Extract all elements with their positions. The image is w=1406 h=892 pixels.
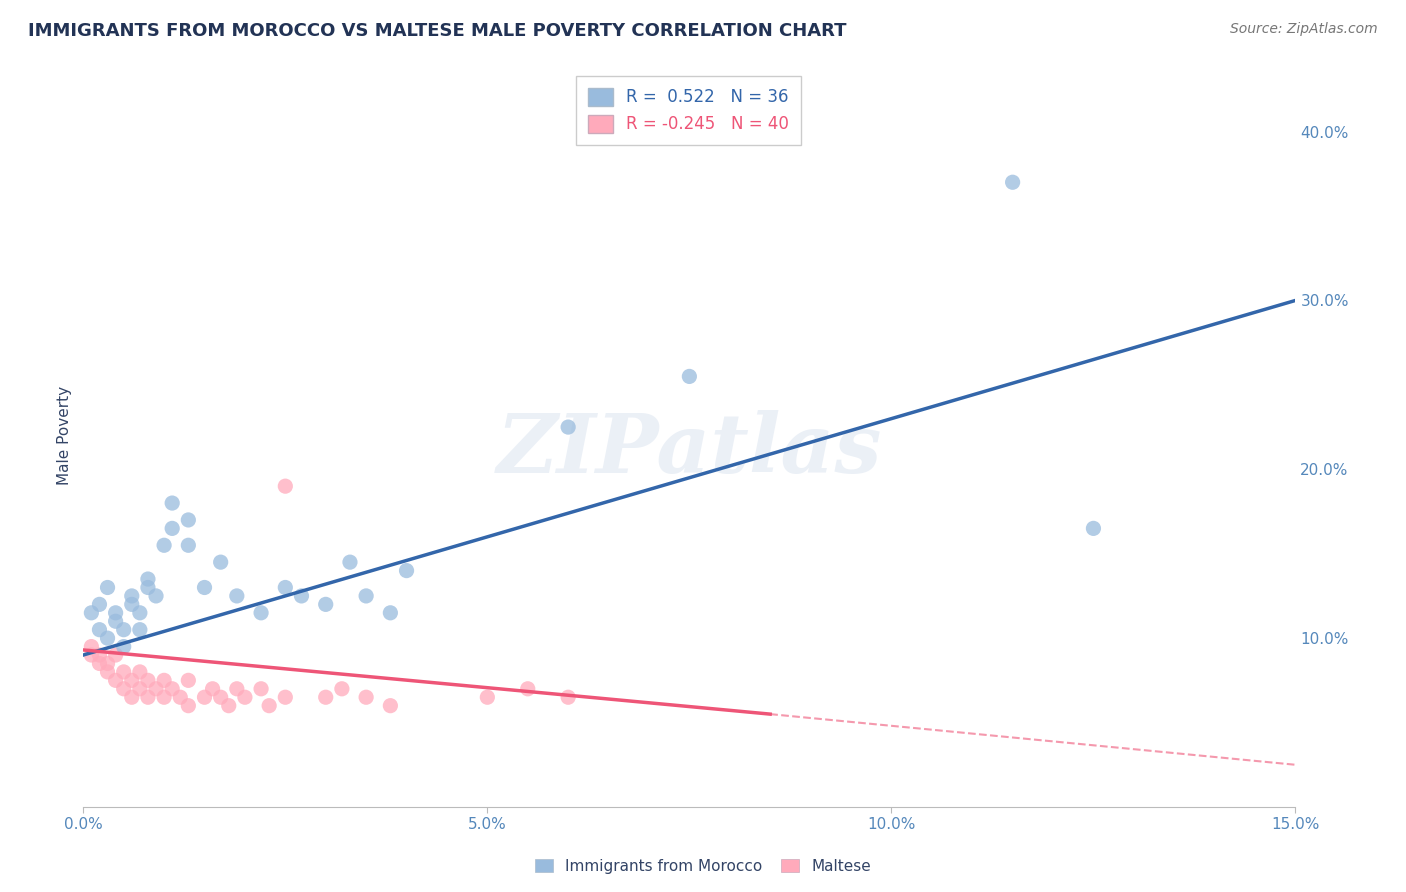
Legend: Immigrants from Morocco, Maltese: Immigrants from Morocco, Maltese bbox=[529, 853, 877, 880]
Point bbox=[128, 681, 150, 696]
Point bbox=[96, 665, 118, 679]
Point bbox=[136, 690, 159, 705]
Point bbox=[96, 657, 118, 671]
Point bbox=[112, 665, 135, 679]
Point bbox=[177, 673, 200, 688]
Legend: R =  0.522   N = 36, R = -0.245   N = 40: R = 0.522 N = 36, R = -0.245 N = 40 bbox=[576, 76, 801, 145]
Point bbox=[1083, 521, 1105, 535]
Point bbox=[380, 698, 402, 713]
Point bbox=[80, 640, 103, 654]
Point bbox=[121, 690, 143, 705]
Point bbox=[136, 581, 159, 595]
Point bbox=[315, 690, 337, 705]
Point bbox=[201, 681, 224, 696]
Point bbox=[354, 589, 377, 603]
Point bbox=[160, 681, 183, 696]
Point bbox=[209, 555, 232, 569]
Point bbox=[516, 681, 538, 696]
Point bbox=[250, 606, 273, 620]
Point bbox=[121, 589, 143, 603]
Point bbox=[315, 598, 337, 612]
Text: Source: ZipAtlas.com: Source: ZipAtlas.com bbox=[1230, 22, 1378, 37]
Point bbox=[250, 681, 273, 696]
Point bbox=[678, 369, 700, 384]
Point bbox=[104, 606, 127, 620]
Point bbox=[380, 606, 402, 620]
Point bbox=[218, 698, 240, 713]
Point bbox=[136, 572, 159, 586]
Point bbox=[257, 698, 280, 713]
Point bbox=[177, 513, 200, 527]
Point bbox=[233, 690, 256, 705]
Point bbox=[121, 598, 143, 612]
Point bbox=[153, 538, 176, 552]
Point bbox=[1001, 175, 1024, 189]
Point bbox=[112, 681, 135, 696]
Point bbox=[153, 690, 176, 705]
Point bbox=[89, 598, 111, 612]
Point bbox=[354, 690, 377, 705]
Text: ZIPatlas: ZIPatlas bbox=[496, 410, 882, 491]
Point bbox=[225, 681, 247, 696]
Point bbox=[112, 623, 135, 637]
Point bbox=[128, 665, 150, 679]
Point bbox=[193, 690, 215, 705]
Point bbox=[339, 555, 361, 569]
Point bbox=[112, 640, 135, 654]
Point bbox=[104, 673, 127, 688]
Point bbox=[330, 681, 353, 696]
Point bbox=[209, 690, 232, 705]
Point bbox=[96, 631, 118, 645]
Point bbox=[477, 690, 499, 705]
Point bbox=[225, 589, 247, 603]
Point bbox=[160, 496, 183, 510]
Point bbox=[153, 673, 176, 688]
Point bbox=[89, 657, 111, 671]
Point bbox=[80, 648, 103, 662]
Text: IMMIGRANTS FROM MOROCCO VS MALTESE MALE POVERTY CORRELATION CHART: IMMIGRANTS FROM MOROCCO VS MALTESE MALE … bbox=[28, 22, 846, 40]
Point bbox=[395, 564, 418, 578]
Point bbox=[136, 673, 159, 688]
Point bbox=[177, 538, 200, 552]
Point bbox=[89, 648, 111, 662]
Point bbox=[128, 606, 150, 620]
Point bbox=[145, 589, 167, 603]
Point bbox=[104, 648, 127, 662]
Point bbox=[290, 589, 312, 603]
Point bbox=[96, 581, 118, 595]
Point bbox=[557, 420, 579, 434]
Point bbox=[193, 581, 215, 595]
Point bbox=[128, 623, 150, 637]
Point bbox=[177, 698, 200, 713]
Point bbox=[169, 690, 191, 705]
Point bbox=[80, 606, 103, 620]
Point bbox=[145, 681, 167, 696]
Point bbox=[104, 614, 127, 628]
Point bbox=[121, 673, 143, 688]
Point bbox=[274, 479, 297, 493]
Point bbox=[89, 623, 111, 637]
Point bbox=[557, 690, 579, 705]
Point bbox=[274, 690, 297, 705]
Point bbox=[274, 581, 297, 595]
Y-axis label: Male Poverty: Male Poverty bbox=[58, 386, 72, 485]
Point bbox=[160, 521, 183, 535]
